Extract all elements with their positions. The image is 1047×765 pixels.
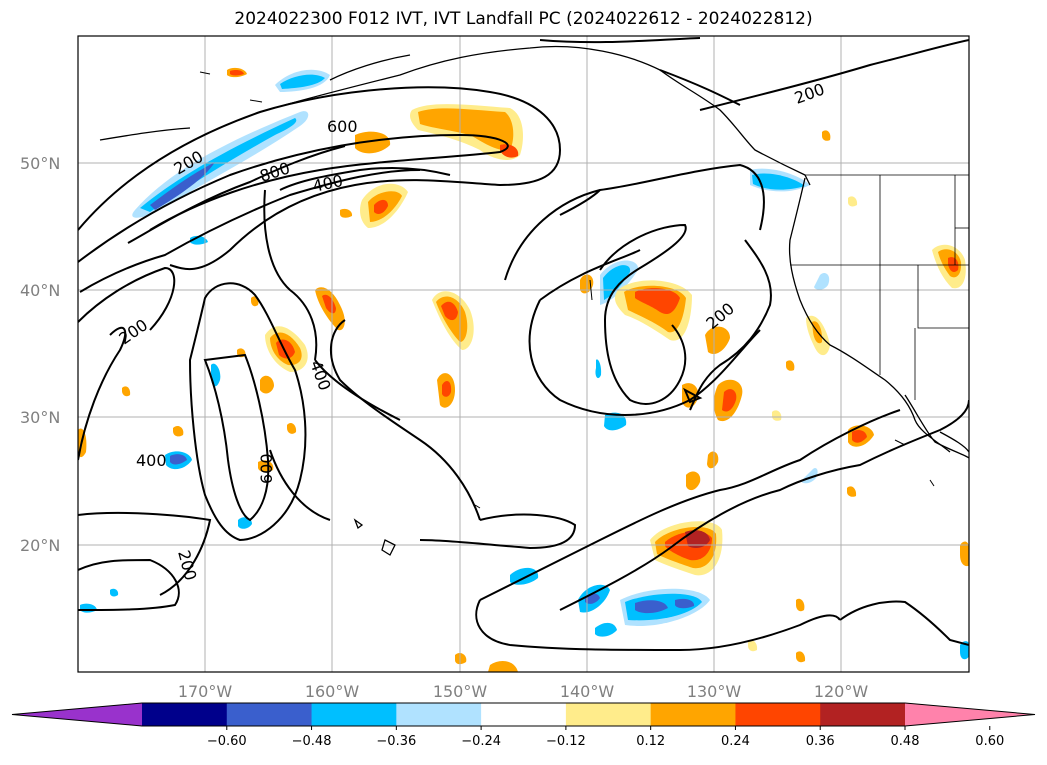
contour-label-400: 400 — [136, 451, 167, 470]
pc-negative-shading — [80, 69, 969, 660]
colorbar-tick-label: 0.60 — [975, 734, 1004, 749]
colorbar-tick-label: 0.36 — [806, 734, 835, 749]
colorbar-tick-label: 0.24 — [721, 734, 750, 749]
colorbar-segment — [142, 703, 228, 726]
colorbar-extend-min — [12, 703, 142, 726]
colorbar-outline — [11, 702, 1036, 727]
lat-axis: 50°N 40°N 30°N 20°N — [20, 154, 60, 555]
island-outlines — [199, 71, 935, 509]
colorbar-segment — [735, 703, 821, 726]
coastlines — [99, 45, 969, 556]
contour-label-600: 600 — [327, 117, 358, 136]
colorbar-tick-label: −0.24 — [461, 734, 501, 749]
colorbar-segment — [820, 703, 906, 726]
lon-axis: 170°W 160°W 150°W 140°W 130°W 120°W — [178, 682, 869, 701]
lon-tick-label: 140°W — [560, 682, 615, 701]
colorbar: −0.60 −0.48 −0.36 −0.24 −0.12 0.12 0.24 0.36 0.4… — [11, 702, 1036, 749]
lat-tick-label: 20°N — [20, 536, 60, 555]
map-title: 2024022300 F012 IVT, IVT Landfall PC (20… — [234, 9, 813, 29]
colorbar-segment — [650, 703, 736, 726]
state-borders — [790, 174, 969, 400]
colorbar-tick-label: 0.12 — [636, 734, 665, 749]
colorbar-tick-label: −0.48 — [292, 734, 332, 749]
colorbar-extend-max — [905, 703, 1035, 726]
lat-tick-label: 40°N — [20, 281, 60, 300]
lon-tick-label: 150°W — [433, 682, 488, 701]
lon-tick-label: 120°W — [814, 682, 869, 701]
lat-tick-label: 50°N — [20, 154, 60, 173]
colorbar-segment — [396, 703, 482, 726]
colorbar-segment — [565, 703, 652, 726]
colorbar-segment — [226, 703, 313, 726]
colorbar-tick-label: 0.48 — [891, 734, 920, 749]
colorbar-segment — [311, 703, 397, 726]
lon-tick-label: 130°W — [687, 682, 742, 701]
lon-tick-label: 160°W — [305, 682, 360, 701]
map-frame — [77, 35, 970, 673]
lat-tick-label: 30°N — [20, 408, 60, 427]
lon-tick-label: 170°W — [178, 682, 233, 701]
colorbar-tick-label: −0.12 — [546, 734, 586, 749]
colorbar-segment — [481, 703, 567, 726]
colorbar-tick-label: −0.60 — [207, 734, 247, 749]
ivt-contours — [78, 37, 969, 652]
colorbar-tick-label: −0.36 — [376, 734, 416, 749]
contour-label-600: 600 — [257, 453, 276, 484]
